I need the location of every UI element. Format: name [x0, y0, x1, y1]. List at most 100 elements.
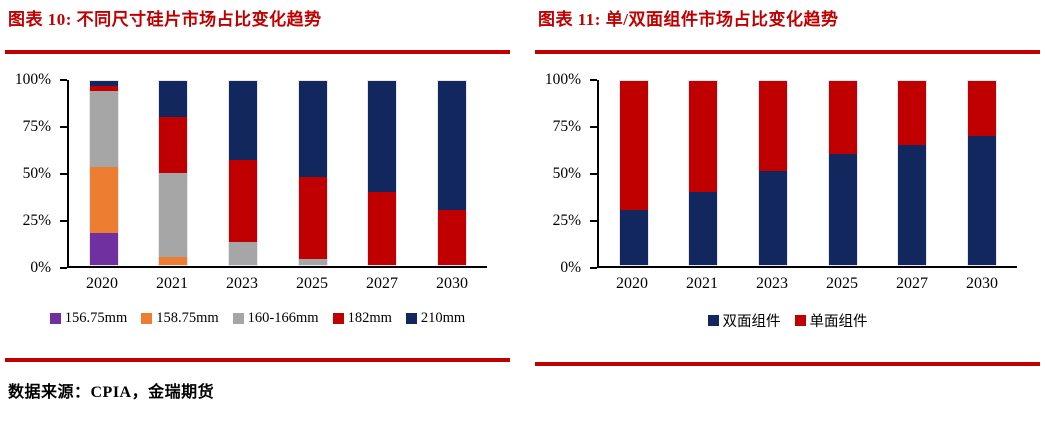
x-tick-label: 2020: [616, 275, 648, 292]
x-tick-label: 2030: [436, 275, 468, 292]
bar-2025: [827, 80, 858, 266]
x-tick-label: 2021: [686, 275, 718, 292]
figure-11-title: 图表 11: 单/双面组件市场占比变化趋势: [538, 10, 839, 29]
legend-label: 单面组件: [809, 314, 868, 330]
bar-segment-182mm: [367, 191, 398, 266]
legend-item: 156.75mm: [49, 310, 128, 327]
y-tick-label: 0%: [30, 259, 51, 276]
bar-segment-160-166mm: [158, 173, 189, 257]
legend-label: 156.75mm: [64, 310, 128, 326]
chart-legend: 156.75mm 158.75mm 160-166mm 182mm 210mm: [5, 310, 510, 327]
bar-2030: [437, 80, 468, 266]
bar-segment-双面组件: [897, 145, 928, 266]
y-tick-label: 50%: [552, 165, 581, 182]
legend-swatch-icon: [794, 315, 806, 326]
legend-label: 158.75mm: [156, 310, 219, 326]
figure-11-panel: 图表 11: 单/双面组件市场占比变化趋势 0% 25% 50% 75% 100% 20…: [535, 0, 1040, 366]
x-axis-labels: 2020 2021 2023 2025 2027 2030: [67, 275, 487, 293]
figure-11-top-rule: [535, 50, 1040, 54]
bar-segment-182mm: [437, 210, 468, 266]
report-figures-row: 图表 10: 不同尺寸硅片市场占比变化趋势 0% 25% 50% 75% 100% 20…: [5, 0, 1040, 366]
y-tick-label: 25%: [22, 212, 51, 229]
legend-item: 158.75mm: [141, 310, 219, 327]
legend-swatch-icon: [332, 313, 344, 324]
x-tick-label: 2027: [896, 275, 928, 292]
x-tick-label: 2030: [966, 275, 998, 292]
legend-item: 单面组件: [794, 310, 868, 331]
bar-segment-210mm: [297, 80, 328, 177]
legend-swatch-icon: [49, 313, 61, 324]
y-tick-mark: [590, 126, 597, 128]
bar-2027: [367, 80, 398, 266]
y-tick-mark: [60, 173, 67, 175]
y-tick-label: 100%: [544, 71, 581, 88]
x-axis-labels: 2020 2021 2023 2025 2027 2030: [597, 275, 1017, 293]
x-tick-label: 2023: [226, 275, 258, 292]
bar-2030: [967, 80, 998, 266]
bar-2025: [297, 80, 328, 266]
figure-11-bottom-rule: [535, 362, 1040, 366]
chart-legend: 双面组件 单面组件: [535, 310, 1040, 331]
bar-segment-双面组件: [688, 191, 719, 266]
y-tick-mark: [60, 267, 67, 269]
bar-segment-210mm: [158, 80, 189, 118]
bar-segment-210mm: [228, 80, 259, 160]
y-tick-mark: [60, 220, 67, 222]
plot-area: [67, 80, 487, 268]
bar-2021: [688, 80, 719, 266]
x-tick-label: 2025: [826, 275, 858, 292]
bar-segment-210mm: [437, 80, 468, 211]
bar-segment-182mm: [228, 160, 259, 242]
bar-segment-160-166mm: [88, 91, 119, 168]
legend-swatch-icon: [232, 313, 244, 324]
bar-segment-单面组件: [897, 80, 928, 146]
bar-segment-210mm: [88, 80, 119, 86]
bar-segment-182mm: [88, 85, 119, 92]
y-tick-mark: [60, 126, 67, 128]
bar-segment-单面组件: [758, 80, 789, 172]
legend-swatch-icon: [707, 315, 719, 326]
module-type-share-chart: 0% 25% 50% 75% 100% 2020 2021 2023 2025 2027 2030…: [535, 72, 1040, 331]
bar-segment-160-166mm: [228, 241, 259, 266]
legend-item: 160-166mm: [232, 310, 319, 327]
bar-2023: [758, 80, 789, 266]
y-tick-label: 75%: [22, 118, 51, 135]
legend-label: 160-166mm: [247, 310, 319, 326]
wafer-size-share-chart: 0% 25% 50% 75% 100% 2020 2021 2023 2025 2027 2030…: [5, 72, 510, 327]
x-tick-label: 2025: [296, 275, 328, 292]
bar-2023: [228, 80, 259, 266]
bar-segment-158.75mm: [158, 256, 189, 266]
bar-2020: [618, 80, 649, 266]
y-tick-mark: [590, 220, 597, 222]
figure-10-panel: 图表 10: 不同尺寸硅片市场占比变化趋势 0% 25% 50% 75% 100% 20…: [5, 0, 510, 366]
y-tick-label: 25%: [552, 212, 581, 229]
x-tick-label: 2023: [756, 275, 788, 292]
bar-segment-160-166mm: [297, 258, 328, 266]
bar-segment-双面组件: [967, 135, 998, 266]
figure-10-bottom-rule: [5, 358, 510, 362]
bar-segment-182mm: [297, 176, 328, 259]
legend-item: 双面组件: [707, 310, 781, 331]
bar-segment-单面组件: [967, 80, 998, 136]
bar-segment-单面组件: [827, 80, 858, 155]
y-tick-mark: [590, 173, 597, 175]
bar-segment-双面组件: [758, 171, 789, 266]
data-source-note: 数据来源：CPIA，金瑞期货: [8, 384, 215, 401]
legend-label: 双面组件: [722, 314, 781, 330]
bar-2027: [897, 80, 928, 266]
bar-segment-210mm: [367, 80, 398, 192]
y-tick-label: 0%: [560, 259, 581, 276]
x-tick-label: 2020: [86, 275, 118, 292]
figure-10-title: 图表 10: 不同尺寸硅片市场占比变化趋势: [8, 10, 322, 29]
bar-2021: [158, 80, 189, 266]
y-tick-label: 50%: [22, 165, 51, 182]
y-tick-mark: [590, 79, 597, 81]
legend-item: 210mm: [405, 310, 466, 327]
bar-segment-156.75mm: [88, 232, 119, 266]
figure-10-top-rule: [5, 50, 510, 54]
legend-swatch-icon: [405, 313, 417, 324]
y-tick-label: 75%: [552, 118, 581, 135]
legend-item: 182mm: [332, 310, 392, 327]
plot-area: [597, 80, 1017, 268]
legend-label: 210mm: [420, 310, 466, 326]
